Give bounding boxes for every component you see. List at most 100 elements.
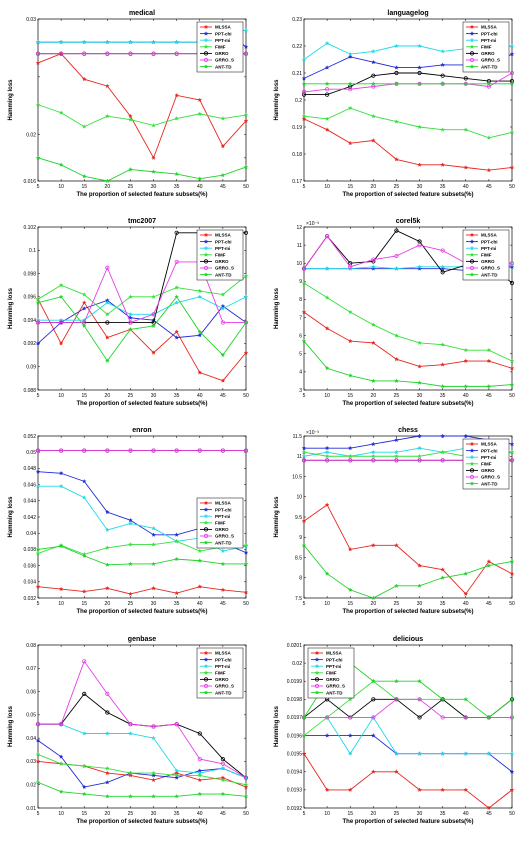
data-point — [394, 769, 399, 774]
data-point — [197, 370, 203, 375]
data-point — [220, 766, 226, 771]
series-line — [37, 104, 247, 128]
y-tick-label: 9.5 — [295, 515, 302, 521]
legend-marker — [469, 454, 475, 460]
y-tick-label: 0.0201 — [287, 643, 303, 649]
data-point — [220, 448, 225, 453]
data-point — [105, 780, 110, 785]
data-point — [105, 793, 110, 799]
data-point — [440, 266, 445, 271]
data-point — [509, 365, 515, 371]
x-tick-label: 45 — [220, 393, 226, 399]
data-point — [105, 113, 110, 119]
legend-label: MLSSA — [481, 233, 498, 238]
series-line — [303, 504, 513, 595]
data-point — [417, 340, 422, 345]
x-tick-label: 30 — [417, 184, 423, 190]
data-point — [174, 116, 179, 121]
legend-label: ANT-TD — [326, 690, 343, 695]
data-point — [105, 320, 110, 325]
x-tick-label: 5 — [303, 811, 306, 817]
series-line — [304, 435, 513, 449]
data-point — [81, 300, 87, 305]
data-point — [486, 563, 492, 568]
data-point — [58, 39, 64, 45]
data-point — [394, 65, 399, 70]
data-point — [301, 518, 307, 523]
legend-marker — [469, 232, 475, 237]
data-point — [417, 678, 422, 684]
data-point — [347, 140, 353, 146]
data-point — [128, 311, 133, 317]
x-tick-label: 45 — [220, 601, 226, 607]
data-point — [371, 458, 376, 463]
legend-marker — [203, 252, 209, 257]
legend-label: GRRO — [481, 468, 495, 473]
data-point — [324, 116, 330, 121]
legend-marker — [469, 31, 475, 36]
data-point — [394, 583, 399, 588]
legend-marker — [203, 64, 209, 69]
y-tick-label: 0.092 — [23, 341, 36, 347]
legend-label: ANT-TD — [215, 272, 232, 277]
y-axis-label: Hamming loss — [8, 287, 14, 329]
data-point — [220, 320, 225, 325]
x-tick-label: 50 — [509, 811, 515, 817]
legend-entry-GRRO: GRRO — [466, 259, 495, 264]
data-point — [81, 784, 87, 789]
data-point — [486, 805, 492, 810]
legend-entry-PPT-chi: PPT-chi — [466, 31, 498, 36]
data-point — [105, 731, 110, 736]
series-ANT-TD — [35, 543, 249, 567]
data-point — [220, 378, 226, 383]
legend-marker — [314, 657, 320, 662]
data-point — [81, 553, 87, 558]
data-point — [220, 352, 226, 358]
legend-label: GRRO — [215, 259, 229, 264]
data-point — [324, 326, 330, 331]
data-point — [58, 586, 64, 592]
data-point — [440, 270, 445, 275]
data-point — [151, 542, 156, 547]
legend-marker — [203, 44, 209, 49]
data-point — [417, 162, 422, 167]
legend-label: GRRO — [215, 527, 229, 532]
legend-entry-GRRO_S: GRRO_S — [200, 58, 234, 63]
x-tick-label: 35 — [440, 393, 446, 399]
data-point — [417, 563, 422, 568]
data-point — [348, 458, 353, 463]
y-tick-label: 0.01 — [26, 806, 36, 812]
x-tick-label: 5 — [303, 601, 306, 607]
data-point — [486, 167, 492, 173]
series-line — [37, 299, 247, 344]
data-point — [105, 178, 110, 183]
data-point — [417, 453, 422, 459]
data-point — [151, 155, 156, 160]
series-line — [303, 340, 513, 387]
y-tick-label: 0.0192 — [287, 806, 303, 812]
data-point — [463, 715, 468, 720]
data-point — [81, 39, 87, 45]
data-point — [243, 561, 249, 566]
y-tick-label: 11 — [297, 454, 302, 460]
data-point — [243, 793, 249, 799]
data-point — [220, 292, 226, 297]
data-point — [394, 453, 399, 459]
data-point — [394, 458, 399, 463]
legend-label: GRRO_S — [481, 266, 500, 271]
x-tick-label: 10 — [324, 811, 330, 817]
x-tick-label: 45 — [486, 184, 492, 190]
data-point — [243, 51, 249, 56]
x-tick-label: 50 — [509, 601, 515, 607]
data-point — [440, 751, 445, 756]
data-point — [324, 127, 330, 132]
y-tick-label: 0.016 — [23, 179, 36, 185]
chart-title: tmc2007 — [128, 218, 156, 225]
legend-label: FIMF — [481, 45, 492, 50]
data-point — [440, 449, 445, 455]
data-point — [151, 312, 156, 317]
data-point — [371, 266, 376, 271]
legend-marker — [203, 51, 209, 56]
data-point — [105, 39, 110, 45]
